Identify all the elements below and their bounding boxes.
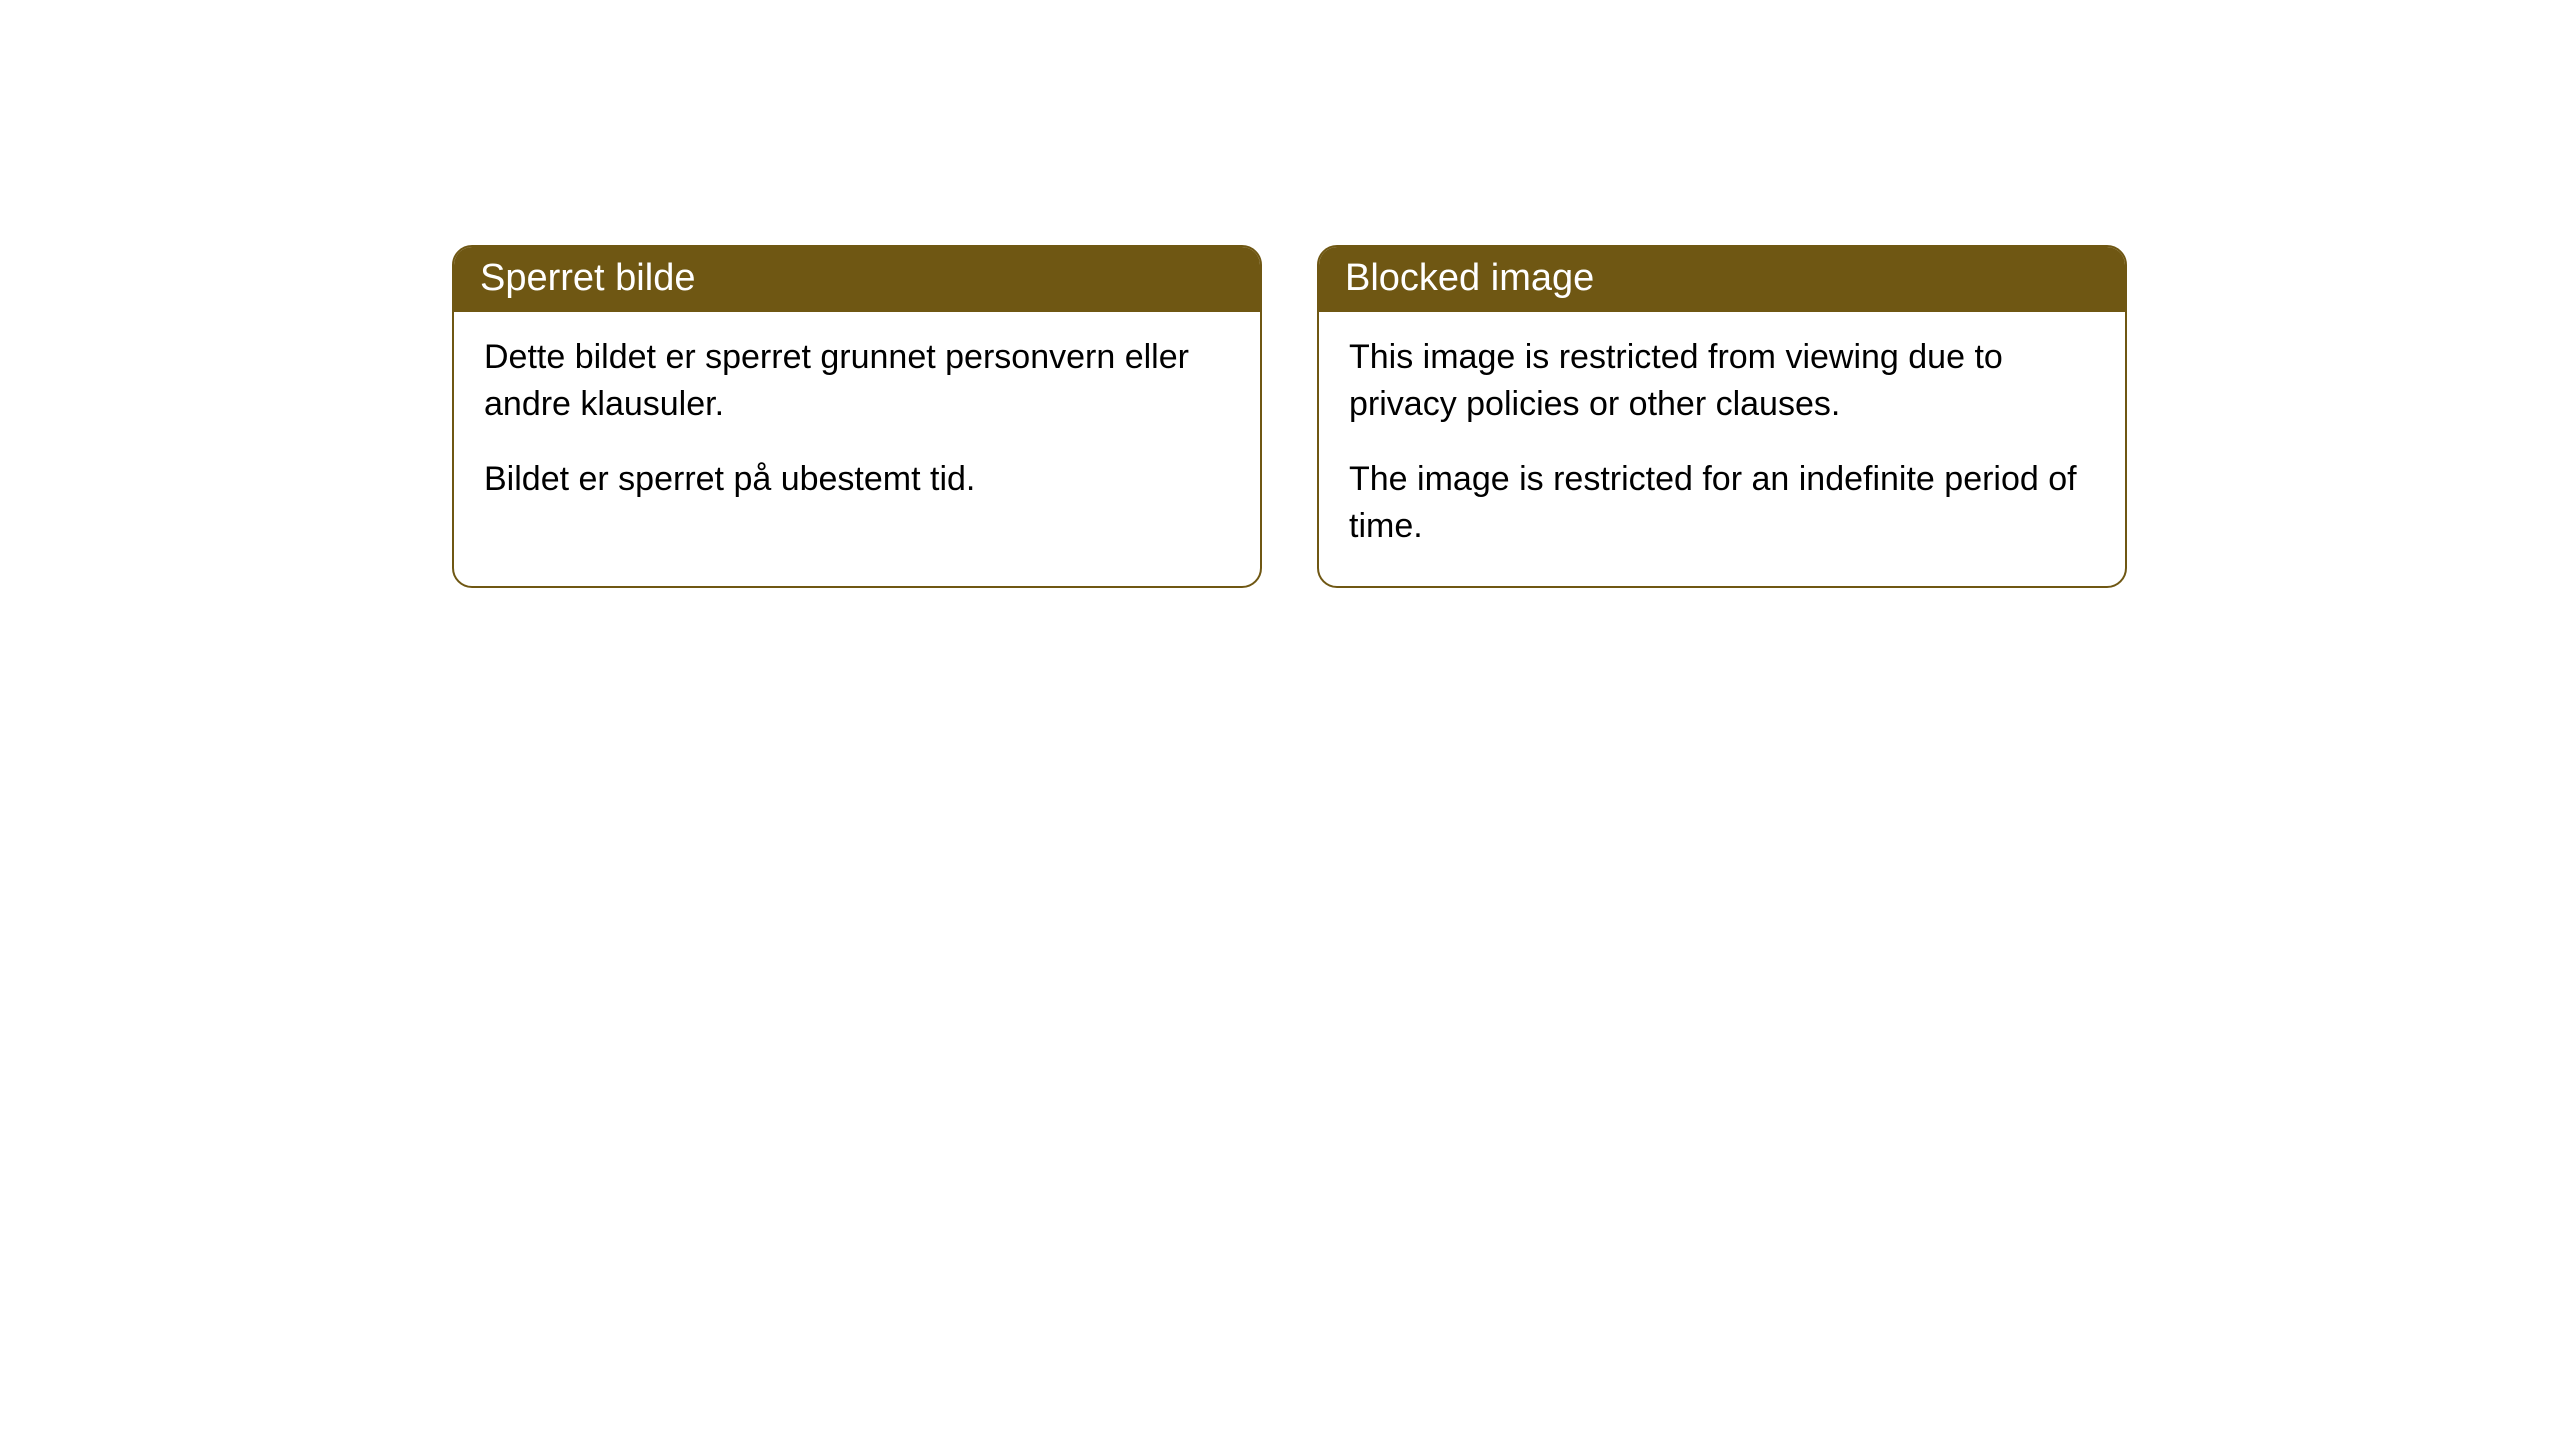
card-paragraph-2: The image is restricted for an indefinit… bbox=[1349, 456, 2095, 550]
card-paragraph-1: This image is restricted from viewing du… bbox=[1349, 334, 2095, 428]
blocked-image-card-english: Blocked image This image is restricted f… bbox=[1317, 245, 2127, 588]
card-body: This image is restricted from viewing du… bbox=[1319, 312, 2125, 586]
card-paragraph-2: Bildet er sperret på ubestemt tid. bbox=[484, 456, 1230, 503]
card-header: Sperret bilde bbox=[454, 247, 1260, 312]
blocked-image-card-norwegian: Sperret bilde Dette bildet er sperret gr… bbox=[452, 245, 1262, 588]
cards-container: Sperret bilde Dette bildet er sperret gr… bbox=[0, 0, 2560, 588]
card-body: Dette bildet er sperret grunnet personve… bbox=[454, 312, 1260, 539]
card-header: Blocked image bbox=[1319, 247, 2125, 312]
card-paragraph-1: Dette bildet er sperret grunnet personve… bbox=[484, 334, 1230, 428]
